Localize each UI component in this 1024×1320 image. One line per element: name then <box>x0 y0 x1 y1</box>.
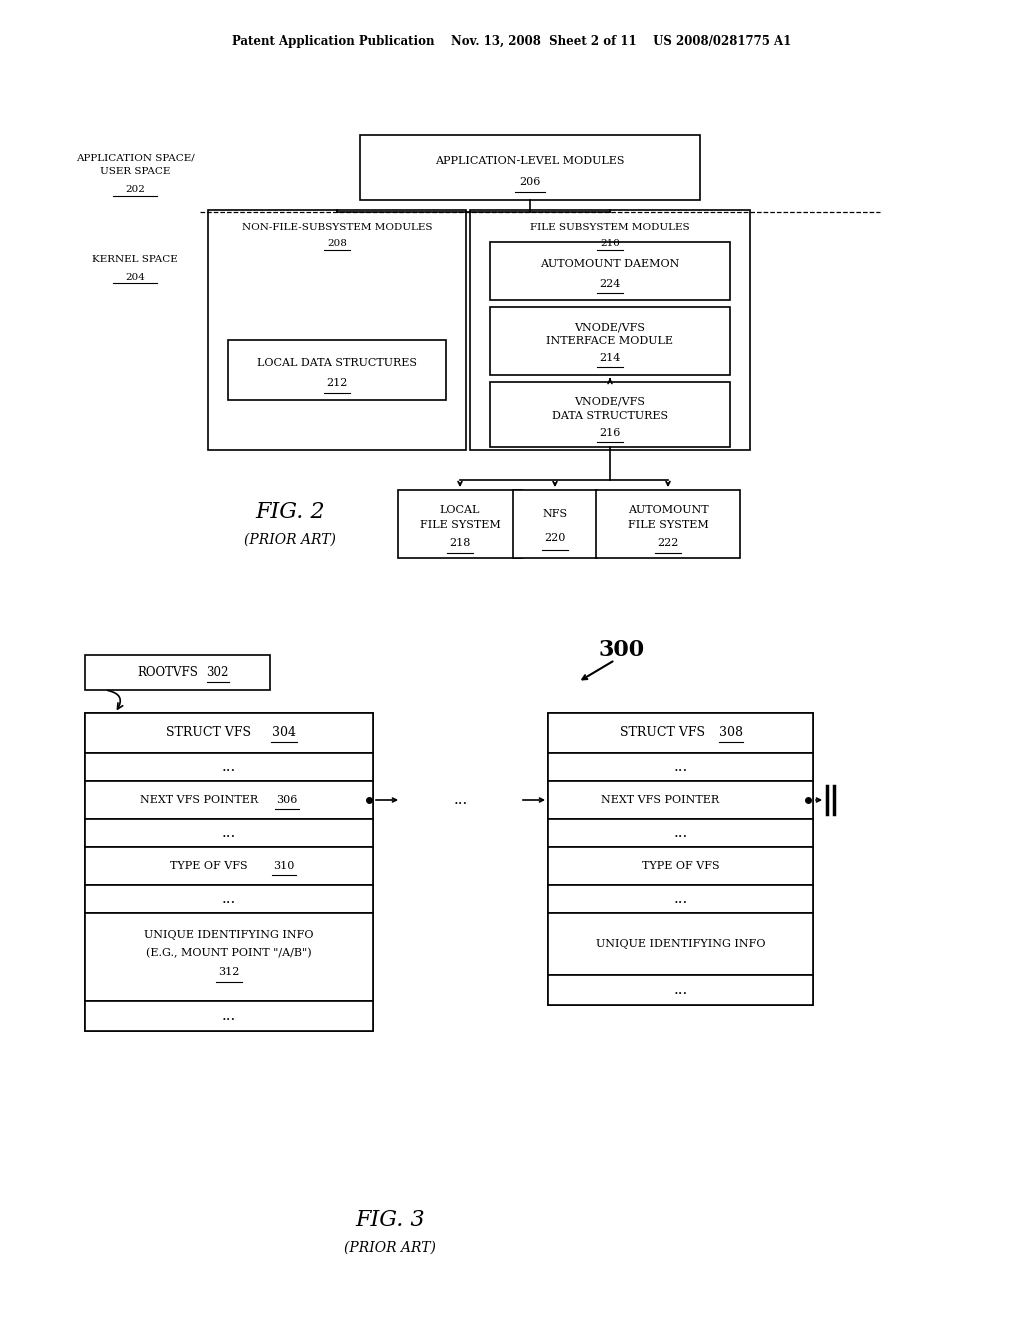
Text: ...: ... <box>674 826 688 840</box>
Text: 224: 224 <box>599 279 621 289</box>
Text: 310: 310 <box>273 861 295 871</box>
Bar <box>85 818 373 847</box>
Bar <box>398 490 522 558</box>
Text: 214: 214 <box>599 352 621 363</box>
Bar <box>85 752 373 781</box>
Bar <box>490 242 730 300</box>
Text: UNIQUE IDENTIFYING INFO: UNIQUE IDENTIFYING INFO <box>144 931 313 940</box>
Text: 218: 218 <box>450 539 471 548</box>
Text: TYPE OF VFS: TYPE OF VFS <box>642 861 719 871</box>
Text: APPLICATION SPACE/: APPLICATION SPACE/ <box>76 153 195 162</box>
Text: APPLICATION-LEVEL MODULES: APPLICATION-LEVEL MODULES <box>435 156 625 166</box>
Text: STRUCT VFS: STRUCT VFS <box>167 726 252 739</box>
Text: ...: ... <box>674 760 688 774</box>
Text: LOCAL DATA STRUCTURES: LOCAL DATA STRUCTURES <box>257 358 417 368</box>
Text: KERNEL SPACE: KERNEL SPACE <box>92 256 178 264</box>
Text: ...: ... <box>222 760 237 774</box>
Bar <box>548 818 813 847</box>
Bar <box>85 1001 373 1031</box>
Text: 216: 216 <box>599 428 621 438</box>
Text: 306: 306 <box>276 795 298 805</box>
Text: ...: ... <box>674 983 688 997</box>
Bar <box>85 847 373 884</box>
Text: ...: ... <box>222 892 237 906</box>
Bar <box>548 884 813 913</box>
Text: ...: ... <box>222 1008 237 1023</box>
Text: ...: ... <box>674 892 688 906</box>
Bar <box>548 713 813 752</box>
Text: 308: 308 <box>719 726 742 739</box>
Text: FILE SYSTEM: FILE SYSTEM <box>420 520 501 531</box>
Text: 206: 206 <box>519 177 541 187</box>
Bar <box>548 913 813 975</box>
Bar <box>548 713 813 1005</box>
Text: FILE SUBSYSTEM MODULES: FILE SUBSYSTEM MODULES <box>530 223 690 232</box>
Text: STRUCT VFS: STRUCT VFS <box>620 726 705 739</box>
Bar <box>85 781 373 818</box>
Text: (E.G., MOUNT POINT "/A/B"): (E.G., MOUNT POINT "/A/B") <box>146 948 312 958</box>
Text: ROOTVFS: ROOTVFS <box>137 667 198 678</box>
Text: INTERFACE MODULE: INTERFACE MODULE <box>547 337 674 346</box>
Text: DATA STRUCTURES: DATA STRUCTURES <box>552 411 668 421</box>
Text: ...: ... <box>222 826 237 840</box>
Text: VNODE/VFS: VNODE/VFS <box>574 322 645 333</box>
Text: NFS: NFS <box>543 508 567 519</box>
Text: 222: 222 <box>657 539 679 548</box>
Bar <box>548 975 813 1005</box>
Text: FILE SYSTEM: FILE SYSTEM <box>628 520 709 531</box>
Bar <box>470 210 750 450</box>
Bar <box>548 781 813 818</box>
Bar <box>513 490 597 558</box>
Bar <box>360 135 700 201</box>
Text: AUTOMOUNT: AUTOMOUNT <box>628 506 709 515</box>
Text: 312: 312 <box>218 968 240 977</box>
Bar <box>490 381 730 447</box>
Text: 208: 208 <box>327 239 347 248</box>
Text: Patent Application Publication    Nov. 13, 2008  Sheet 2 of 11    US 2008/028177: Patent Application Publication Nov. 13, … <box>232 36 792 49</box>
Text: 300: 300 <box>599 639 645 661</box>
Text: 302: 302 <box>206 667 228 678</box>
Text: (PRIOR ART): (PRIOR ART) <box>344 1241 436 1255</box>
Text: VNODE/VFS: VNODE/VFS <box>574 396 645 407</box>
Bar <box>85 713 373 752</box>
Bar <box>85 913 373 1001</box>
Bar <box>85 884 373 913</box>
Text: 204: 204 <box>125 272 145 281</box>
Text: NEXT VFS POINTER: NEXT VFS POINTER <box>140 795 258 805</box>
Text: NEXT VFS POINTER: NEXT VFS POINTER <box>601 795 720 805</box>
Bar <box>548 847 813 884</box>
Text: LOCAL: LOCAL <box>440 506 480 515</box>
Text: FIG. 3: FIG. 3 <box>355 1209 425 1232</box>
Text: AUTOMOUNT DAEMON: AUTOMOUNT DAEMON <box>541 259 680 269</box>
Text: TYPE OF VFS: TYPE OF VFS <box>170 861 248 871</box>
Bar <box>85 655 270 690</box>
Text: FIG. 2: FIG. 2 <box>255 502 325 523</box>
Text: 202: 202 <box>125 186 145 194</box>
Text: USER SPACE: USER SPACE <box>99 168 170 177</box>
Text: 304: 304 <box>272 726 296 739</box>
Text: NON-FILE-SUBSYSTEM MODULES: NON-FILE-SUBSYSTEM MODULES <box>242 223 432 232</box>
Bar <box>490 308 730 375</box>
Text: 210: 210 <box>600 239 620 248</box>
Bar <box>548 752 813 781</box>
Bar <box>208 210 466 450</box>
Text: 212: 212 <box>327 379 348 388</box>
Text: ...: ... <box>454 793 468 807</box>
Text: 220: 220 <box>545 532 565 543</box>
Bar <box>85 713 373 1031</box>
Text: (PRIOR ART): (PRIOR ART) <box>244 533 336 546</box>
Text: UNIQUE IDENTIFYING INFO: UNIQUE IDENTIFYING INFO <box>596 939 765 949</box>
Bar <box>596 490 740 558</box>
Bar <box>228 341 446 400</box>
